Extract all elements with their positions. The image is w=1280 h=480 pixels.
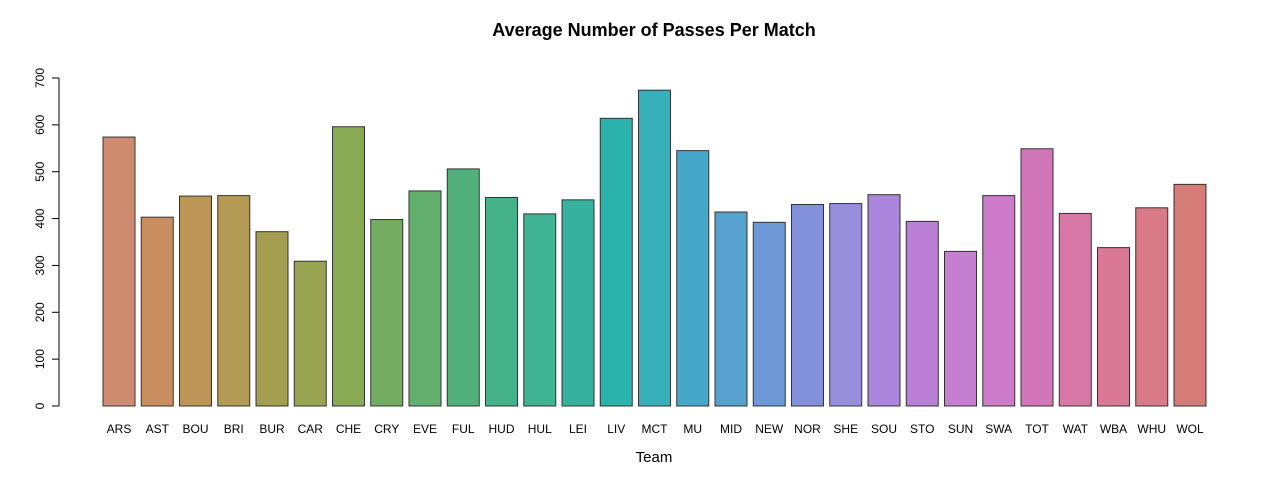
x-tick-label: MCT <box>642 422 669 436</box>
x-tick-labels: ARS AST BOU BRI BUR CAR CHE CRY EVE FUL HUD HUL LEI L… <box>107 422 1204 436</box>
y-tick-label: 300 <box>33 255 47 275</box>
x-tick-label: CHE <box>336 422 361 436</box>
x-tick-label: CRY <box>374 422 399 436</box>
bar-car <box>293 260 327 407</box>
x-tick-label: SWA <box>985 422 1012 436</box>
bar-hud <box>485 196 518 407</box>
bar-wat <box>1058 212 1092 407</box>
x-tick-label: SHE <box>833 422 858 436</box>
bar-whu <box>1135 207 1169 407</box>
bar-ful <box>446 168 480 407</box>
y-tick-label: 500 <box>33 161 47 181</box>
bar-bou <box>179 195 212 407</box>
bar-swa <box>982 195 1016 407</box>
bar-cry <box>370 219 404 407</box>
y-tick-label: 100 <box>33 349 47 369</box>
x-tick-label: STO <box>910 422 934 436</box>
bar-ars <box>102 136 136 407</box>
x-tick-label: LEI <box>569 422 587 436</box>
x-tick-label: FUL <box>452 422 475 436</box>
x-tick-label: SOU <box>871 422 897 436</box>
x-tick-label: WBA <box>1100 422 1127 436</box>
x-tick-label: SUN <box>948 422 973 436</box>
bar-sun <box>944 250 977 407</box>
x-tick-label: HUL <box>528 422 552 436</box>
x-tick-label: MID <box>720 422 742 436</box>
x-axis-label: Team <box>636 449 673 466</box>
bar-sou <box>867 194 901 407</box>
bar-ast <box>140 216 174 407</box>
bar-new <box>752 221 786 407</box>
x-tick-label: ARS <box>107 422 132 436</box>
bar-tot <box>1020 148 1054 407</box>
y-tick-label: 200 <box>33 302 47 322</box>
x-tick-label: WOL <box>1176 422 1204 436</box>
x-tick-label: WAT <box>1063 422 1089 436</box>
bar-che <box>332 126 365 407</box>
x-tick-label: AST <box>146 422 170 436</box>
bar-mct <box>638 89 671 407</box>
bar-nor <box>791 204 824 407</box>
y-tick-label: 700 <box>33 68 47 88</box>
bar-liv <box>599 117 633 407</box>
x-tick-label: BRI <box>224 422 244 436</box>
chart-title: Average Number of Passes Per Match <box>492 20 815 40</box>
x-tick-label: MU <box>683 422 702 436</box>
x-tick-label: NOR <box>794 422 821 436</box>
bar-lei <box>561 199 595 407</box>
x-tick-label: BOU <box>182 422 208 436</box>
x-tick-label: TOT <box>1025 422 1049 436</box>
x-tick-label: LIV <box>607 422 625 436</box>
x-tick-label: CAR <box>298 422 324 436</box>
x-tick-label: EVE <box>413 422 437 436</box>
y-tick-label: 600 <box>33 115 47 135</box>
x-tick-label: WHU <box>1137 422 1166 436</box>
x-tick-label: BUR <box>259 422 285 436</box>
bar-hul <box>523 213 557 407</box>
bar-sto <box>905 220 939 407</box>
x-tick-label: NEW <box>755 422 784 436</box>
y-axis: 0 100 200 300 400 500 600 700 <box>33 68 60 409</box>
bar-eve <box>408 190 442 407</box>
bar-wol <box>1173 183 1207 407</box>
x-tick-label: HUD <box>489 422 515 436</box>
y-tick-label: 400 <box>33 208 47 228</box>
bar-she <box>829 203 863 407</box>
bars-group <box>102 89 1207 407</box>
bar-mu <box>676 150 710 407</box>
bar-mid <box>714 211 748 407</box>
bar-wba <box>1097 247 1130 407</box>
y-tick-label: 0 <box>33 402 47 409</box>
bar-bri <box>217 195 251 407</box>
bar-bur <box>255 231 289 407</box>
